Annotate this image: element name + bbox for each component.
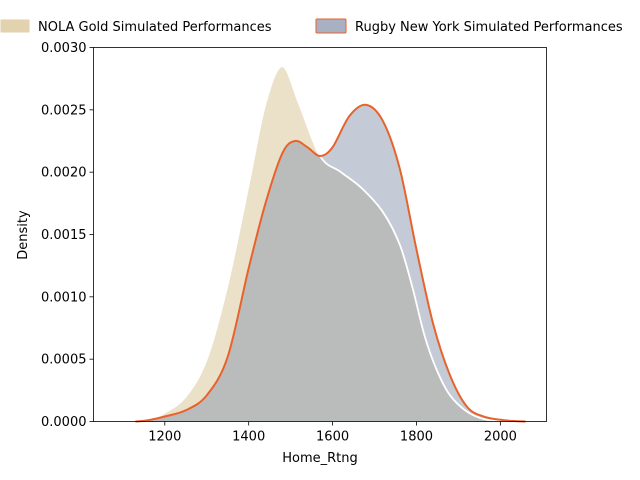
y-tick-label-2: 0.0010 xyxy=(41,290,87,305)
y-tick-label-4: 0.0020 xyxy=(41,166,87,181)
x-tick-label-1400: 1400 xyxy=(232,430,265,445)
y-tick-label-5: 0.0025 xyxy=(41,103,87,118)
x-tick-label-2000: 2000 xyxy=(484,430,517,445)
series-layer xyxy=(135,65,526,423)
x-axis-label: Home_Rtng xyxy=(282,451,358,466)
legend-label-nola: NOLA Gold Simulated Performances xyxy=(38,20,272,35)
x-tick-label-1600: 1600 xyxy=(316,430,349,445)
plot-area xyxy=(93,47,547,423)
density-area-rugby xyxy=(135,104,526,422)
y-tick-label-1: 0.0005 xyxy=(41,353,87,368)
legend-label-rugby: Rugby New York Simulated Performances xyxy=(355,20,623,35)
y-tick-label-6: 0.0030 xyxy=(41,41,87,56)
x-tick-label-1800: 1800 xyxy=(400,430,433,445)
y-tick-label-0: 0.0000 xyxy=(41,415,87,430)
legend: NOLA Gold Simulated Performances Rugby N… xyxy=(0,18,623,35)
density-line-rugby xyxy=(135,103,526,423)
x-axis: 1200 1400 1600 1800 2000 xyxy=(148,421,517,445)
y-axis: 0.0000 0.0005 0.0010 0.0015 0.0020 0.0025 0.00… xyxy=(41,41,94,430)
x-tick-label-1200: 1200 xyxy=(148,430,181,445)
density-line-nola xyxy=(135,65,526,423)
legend-swatch-rugby xyxy=(315,18,347,34)
y-axis-label: Density xyxy=(16,210,31,260)
legend-swatch-nola xyxy=(0,18,31,34)
y-tick-label-3: 0.0015 xyxy=(41,228,87,243)
